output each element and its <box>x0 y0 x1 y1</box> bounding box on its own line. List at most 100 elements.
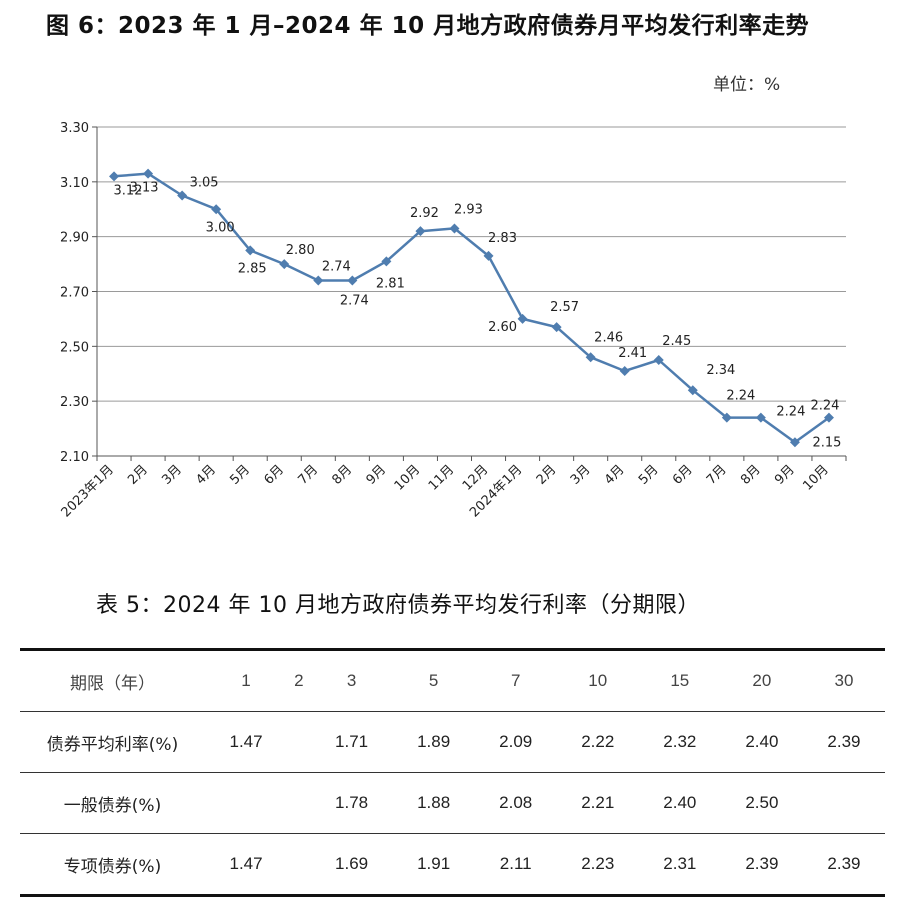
data-label: 2.92 <box>410 206 439 221</box>
data-point <box>551 322 562 333</box>
data-point <box>177 190 188 201</box>
table-cell <box>205 772 288 834</box>
table-cell: 1.78 <box>310 772 393 834</box>
data-point <box>653 355 664 366</box>
header-term: 15 <box>638 648 721 712</box>
row-label: 专项债券(%) <box>20 833 205 897</box>
x-tick-label: 7月 <box>704 462 730 488</box>
y-tick-label: 2.10 <box>60 450 89 465</box>
data-label: 2.15 <box>812 435 841 450</box>
table-cell: 2.23 <box>556 833 639 897</box>
table-cell: 2.31 <box>638 833 721 897</box>
row-label: 债券平均利率(%) <box>20 711 205 773</box>
table-cell: 2.09 <box>474 711 557 773</box>
data-label: 2.41 <box>618 346 647 361</box>
figure-title: 图 6：2023 年 1 月–2024 年 10 月地方政府债券月平均发行利率走… <box>46 13 810 39</box>
table-cell: 2.08 <box>474 772 557 834</box>
data-label: 2.34 <box>706 363 735 378</box>
data-label: 3.13 <box>130 181 159 196</box>
x-tick-label: 8月 <box>330 462 356 488</box>
data-point <box>245 245 256 256</box>
header-term: 1 <box>205 648 288 712</box>
data-point <box>449 223 460 234</box>
data-label: 2.24 <box>776 405 805 420</box>
x-tick-label: 10月 <box>392 462 423 493</box>
table-cell: 2.39 <box>802 833 885 897</box>
x-tick-label: 7月 <box>295 462 321 488</box>
table-cell <box>287 711 311 773</box>
table-cell: 2.11 <box>474 833 557 897</box>
row-label: 一般债券(%) <box>20 772 205 834</box>
table-cell: 1.91 <box>392 833 475 897</box>
y-tick-label: 2.70 <box>60 286 89 301</box>
table-row: 专项债券(%) 1.47 1.69 1.91 2.11 2.23 2.31 2.… <box>20 833 885 897</box>
data-label: 2.83 <box>488 231 517 246</box>
table-cell: 1.47 <box>205 711 288 773</box>
header-term: 5 <box>392 648 475 712</box>
header-term: 20 <box>720 648 803 712</box>
data-point <box>585 352 596 363</box>
table-cell: 1.89 <box>392 711 475 773</box>
y-tick-label: 2.50 <box>60 340 89 355</box>
x-tick-label: 6月 <box>261 462 287 488</box>
data-label: 2.81 <box>376 276 405 291</box>
table-cell <box>287 772 311 834</box>
data-point <box>789 437 800 448</box>
data-point <box>721 412 732 423</box>
series-line <box>113 172 830 444</box>
x-tick-label: 6月 <box>670 462 696 488</box>
data-label: 2.80 <box>286 243 315 258</box>
table-cell: 2.50 <box>720 772 803 834</box>
data-label: 2.93 <box>454 202 483 217</box>
data-point <box>381 256 392 267</box>
data-point <box>755 412 766 423</box>
data-point <box>143 168 154 179</box>
table-cell: 2.40 <box>720 711 803 773</box>
x-tick-label: 8月 <box>738 462 764 488</box>
x-tick-label: 5月 <box>227 462 253 488</box>
data-label: 2.45 <box>662 334 691 349</box>
x-tick-label: 2月 <box>534 462 560 488</box>
data-point <box>313 275 324 286</box>
data-point <box>347 275 358 286</box>
header-term-label: 期限（年） <box>20 648 205 712</box>
line-chart: 2.10 2.30 2.50 2.70 2.90 3.10 3.30 2023年1月 2月 3月 4… <box>59 121 847 520</box>
table-cell: 2.40 <box>638 772 721 834</box>
x-tick-label: 9月 <box>364 462 390 488</box>
data-point <box>415 226 426 237</box>
x-tick-label: 9月 <box>772 462 798 488</box>
unit-label: 单位：% <box>713 75 781 95</box>
header-term: 30 <box>802 648 885 712</box>
table-title: 表 5：2024 年 10 月地方政府债券平均发行利率（分期限） <box>96 593 700 618</box>
data-label: 2.24 <box>811 399 840 414</box>
data-point <box>279 259 290 270</box>
table-cell: 2.21 <box>556 772 639 834</box>
y-tick-label: 3.10 <box>60 176 89 191</box>
data-point <box>109 171 120 182</box>
x-tick-label: 4月 <box>602 462 628 488</box>
data-point <box>483 250 494 261</box>
table-cell <box>802 772 885 834</box>
data-point <box>823 412 834 423</box>
table-row: 一般债券(%) 1.78 1.88 2.08 2.21 2.40 2.50 <box>20 772 885 834</box>
data-label: 2.60 <box>488 320 517 335</box>
data-point <box>687 385 698 396</box>
data-label: 2.85 <box>238 261 267 276</box>
x-tick-label: 11月 <box>426 462 457 493</box>
header-term: 3 <box>310 648 393 712</box>
y-tick-label: 3.30 <box>60 121 89 136</box>
header-term: 7 <box>474 648 557 712</box>
table-cell: 2.39 <box>720 833 803 897</box>
data-label: 2.24 <box>726 389 755 404</box>
y-tick-label: 2.90 <box>60 231 89 246</box>
x-tick-label: 3月 <box>159 462 185 488</box>
table-cell: 2.32 <box>638 711 721 773</box>
data-label: 2.74 <box>340 294 369 309</box>
data-point <box>619 366 630 377</box>
x-tick-label: 2023年1月 <box>59 462 117 520</box>
table-cell: 1.69 <box>310 833 393 897</box>
x-tick-label: 4月 <box>193 462 219 488</box>
x-tick-label: 2月 <box>125 462 151 488</box>
table-cell: 1.88 <box>392 772 475 834</box>
data-point <box>211 204 222 215</box>
